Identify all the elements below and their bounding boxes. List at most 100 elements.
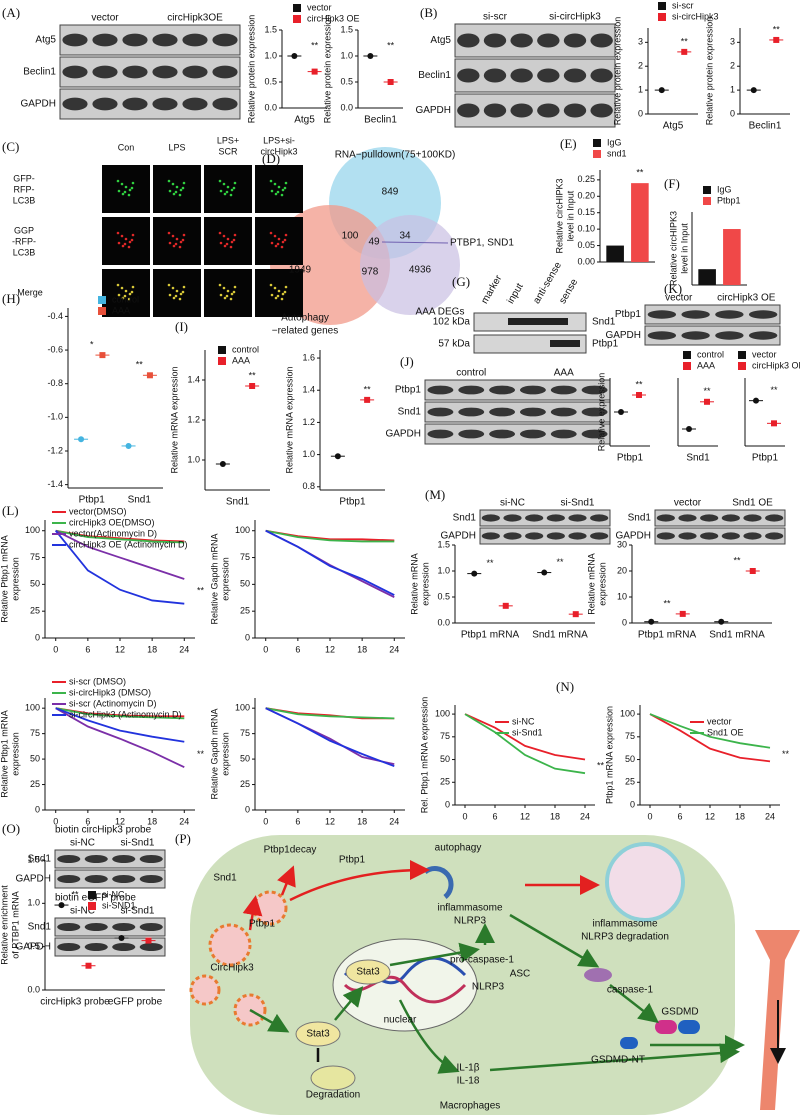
puncta xyxy=(168,189,172,193)
band xyxy=(765,514,784,522)
significance: ** xyxy=(770,385,778,395)
blot-column: si-scr xyxy=(483,12,508,23)
x-tick-label: 24 xyxy=(389,816,399,826)
puncta xyxy=(225,294,229,298)
puncta xyxy=(172,244,176,248)
panel-label: (K) xyxy=(664,281,682,296)
band xyxy=(152,97,178,111)
puncta xyxy=(171,234,175,238)
y-axis-label: Ptbp1 mRNA expression xyxy=(604,706,614,804)
blot-strip xyxy=(54,937,166,957)
arrow xyxy=(242,895,263,931)
arrow xyxy=(277,865,296,896)
puncta xyxy=(117,241,121,245)
panel-label: (H) xyxy=(2,291,20,306)
x-tick-label: Ptbp1 xyxy=(339,497,366,508)
puncta xyxy=(276,242,280,246)
legend-label: vector xyxy=(707,716,732,726)
puncta xyxy=(283,290,287,294)
y-axis-label: Relative expression xyxy=(596,373,606,452)
puncta xyxy=(219,293,223,297)
legend-label: IgG xyxy=(717,184,732,194)
blot-column: marker xyxy=(479,273,504,306)
band xyxy=(503,514,522,522)
band xyxy=(62,65,88,79)
micrograph xyxy=(153,217,201,265)
significance: ** xyxy=(249,370,257,380)
puncta xyxy=(219,241,223,245)
puncta xyxy=(230,292,234,296)
venn-count: 34 xyxy=(399,231,411,242)
blot-row: GAPDH xyxy=(605,330,641,341)
line xyxy=(265,529,395,596)
x-tick-label: 6 xyxy=(295,644,300,654)
puncta xyxy=(273,234,277,238)
puncta xyxy=(168,241,172,245)
significance: ** xyxy=(703,386,711,396)
micrograph xyxy=(255,165,303,213)
x-tick-label: 18 xyxy=(147,644,157,654)
band xyxy=(537,103,560,118)
legend-label: vector(DMSO) xyxy=(69,506,127,516)
y-tick-label: -1.4 xyxy=(47,479,63,489)
blot-row: GAPDH xyxy=(15,874,51,885)
band xyxy=(550,385,577,395)
legend-label: circHipk3 OE(DMSO) xyxy=(69,517,155,527)
y-axis-label: expression xyxy=(220,557,230,601)
diagram-label: Stat3 xyxy=(306,1029,330,1040)
puncta xyxy=(226,237,230,241)
significance: ** xyxy=(773,24,781,34)
blot-column: si-Snd1 xyxy=(121,838,155,849)
band xyxy=(743,514,762,522)
x-tick-label: Ptbp1 xyxy=(79,495,106,506)
band xyxy=(139,875,163,883)
y-tick-label: -1.2 xyxy=(47,445,63,455)
diagram-label: Stat3 xyxy=(356,967,380,978)
legend-label: si-scr (Actinomycin D) xyxy=(69,698,157,708)
y-tick-label: 0 xyxy=(622,617,627,627)
puncta xyxy=(222,234,226,238)
arrow xyxy=(398,999,460,1074)
y-axis-label: Relative protein expression xyxy=(322,15,332,124)
row-label: GFP- xyxy=(13,173,35,183)
y-tick-label: 0.5 xyxy=(27,941,40,951)
blot-column: si-NC xyxy=(70,838,95,849)
puncta xyxy=(117,189,121,193)
y-tick-label: 50 xyxy=(625,754,635,764)
legend-label: si-NC xyxy=(102,889,125,899)
y-tick-label: 0 xyxy=(445,799,450,809)
y-tick-label: 30 xyxy=(617,539,627,549)
band xyxy=(743,532,762,540)
band xyxy=(483,103,507,118)
blot-strip xyxy=(654,527,786,545)
legend-label: si-Snd1 xyxy=(512,727,543,737)
significance: ** xyxy=(733,555,741,565)
significance: ** xyxy=(782,749,790,759)
y-axis-label: Relative protein expression xyxy=(246,15,256,124)
micrograph xyxy=(102,217,150,265)
band xyxy=(489,407,516,417)
y-tick-label: 3 xyxy=(730,37,735,47)
y-axis-label: Relative Gapdh mRNA xyxy=(209,533,219,624)
y-tick-label: 0 xyxy=(730,108,735,118)
venn-count: 1949 xyxy=(289,265,312,276)
y-tick-label: 1.2 xyxy=(187,414,200,424)
y-tick-label: 100 xyxy=(25,703,40,713)
y-tick-label: 0.00 xyxy=(577,256,595,266)
line xyxy=(55,529,185,544)
puncta xyxy=(179,292,183,296)
gsdmd xyxy=(678,1020,700,1034)
band xyxy=(510,103,533,118)
legend-swatch xyxy=(658,13,666,21)
puncta xyxy=(124,237,128,241)
y-tick-label: 75 xyxy=(440,731,450,741)
puncta xyxy=(230,240,234,244)
legend-label: si-scr (DMSO) xyxy=(69,676,126,686)
y-tick-label: 0 xyxy=(35,804,40,814)
blot-column: Snd1 OE xyxy=(732,498,773,509)
y-axis-label: Relative circHIPK3 level in Input xyxy=(554,178,575,253)
legend-swatch xyxy=(98,296,106,304)
band xyxy=(748,310,778,319)
venn-set xyxy=(360,215,460,315)
diagram-label: CircHipk3 xyxy=(210,963,254,974)
